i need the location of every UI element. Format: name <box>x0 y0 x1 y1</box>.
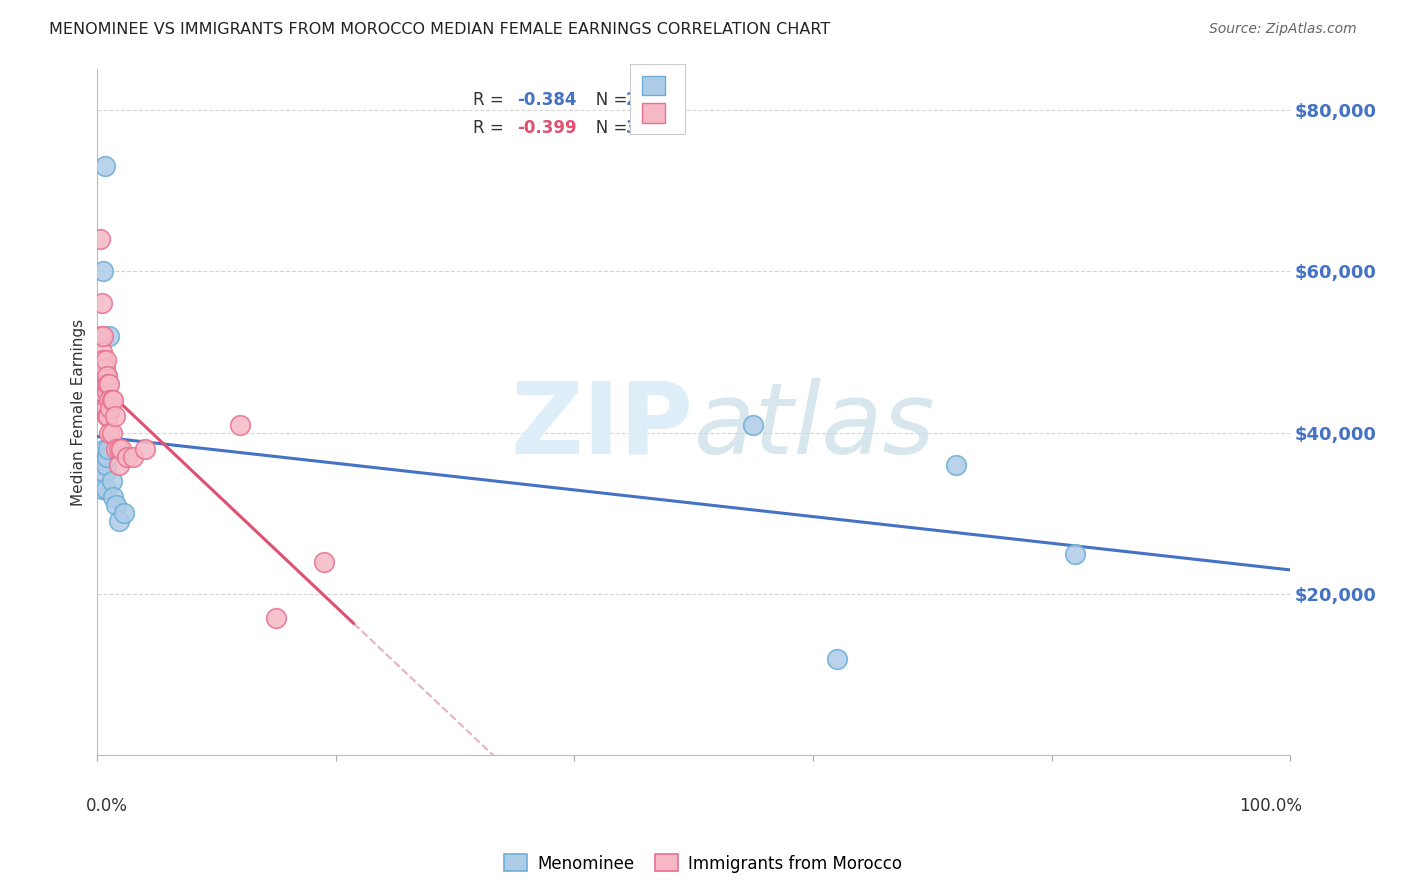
Text: MENOMINEE VS IMMIGRANTS FROM MOROCCO MEDIAN FEMALE EARNINGS CORRELATION CHART: MENOMINEE VS IMMIGRANTS FROM MOROCCO MED… <box>49 22 831 37</box>
Point <box>115 450 138 464</box>
Point <box>112 506 135 520</box>
Point <box>110 442 132 456</box>
Point <box>94 482 117 496</box>
Point <box>93 361 115 376</box>
Point <box>91 264 114 278</box>
Text: -0.384: -0.384 <box>517 91 576 110</box>
Text: Source: ZipAtlas.com: Source: ZipAtlas.com <box>1209 22 1357 37</box>
Point <box>122 450 145 464</box>
Point <box>93 377 115 392</box>
Point <box>1064 547 1087 561</box>
Point <box>229 417 252 432</box>
Point <box>108 514 131 528</box>
Point <box>91 458 114 472</box>
Point <box>264 611 287 625</box>
Point <box>93 466 115 480</box>
Point <box>94 458 117 472</box>
Text: 0.0%: 0.0% <box>86 797 128 814</box>
Text: 37: 37 <box>626 119 650 136</box>
Point <box>94 401 117 416</box>
Text: N =: N = <box>581 91 633 110</box>
Point <box>93 401 115 416</box>
Text: 100.0%: 100.0% <box>1239 797 1302 814</box>
Point <box>97 377 120 392</box>
Point <box>97 409 120 424</box>
Point <box>134 442 156 456</box>
Point <box>91 458 114 472</box>
Point <box>105 498 128 512</box>
Point <box>96 369 118 384</box>
Point <box>945 458 967 472</box>
Point <box>94 353 117 368</box>
Point <box>100 393 122 408</box>
Point <box>90 450 112 464</box>
Point <box>91 296 114 310</box>
Point <box>96 450 118 464</box>
Point <box>90 328 112 343</box>
Point <box>94 377 117 392</box>
Text: 23: 23 <box>626 91 650 110</box>
Point <box>96 385 118 400</box>
Point <box>91 385 114 400</box>
Point <box>93 442 115 456</box>
Point <box>97 442 120 456</box>
Text: -0.399: -0.399 <box>517 119 576 136</box>
Point <box>91 482 114 496</box>
Point <box>90 369 112 384</box>
Point <box>89 232 111 246</box>
Point <box>91 328 114 343</box>
Point <box>98 425 121 440</box>
Point <box>100 425 122 440</box>
Point <box>105 442 128 456</box>
Text: N =: N = <box>581 119 633 136</box>
Legend: Menominee, Immigrants from Morocco: Menominee, Immigrants from Morocco <box>498 847 908 880</box>
Text: R =: R = <box>472 91 509 110</box>
Text: R =: R = <box>472 119 509 136</box>
Legend: , : , <box>630 64 686 134</box>
Point <box>101 490 124 504</box>
Point <box>98 393 121 408</box>
Point <box>91 344 114 359</box>
Point <box>101 393 124 408</box>
Text: atlas: atlas <box>693 377 935 475</box>
Point <box>100 474 122 488</box>
Point <box>96 369 118 384</box>
Point <box>312 555 335 569</box>
Point <box>742 417 765 432</box>
Point <box>100 401 122 416</box>
Point <box>91 353 114 368</box>
Point <box>825 651 848 665</box>
Point <box>93 159 115 173</box>
Point <box>108 458 131 472</box>
Point <box>98 377 121 392</box>
Y-axis label: Median Female Earnings: Median Female Earnings <box>72 318 86 506</box>
Point <box>98 328 121 343</box>
Point <box>96 409 118 424</box>
Point <box>104 409 127 424</box>
Point <box>108 442 131 456</box>
Text: ZIP: ZIP <box>510 377 693 475</box>
